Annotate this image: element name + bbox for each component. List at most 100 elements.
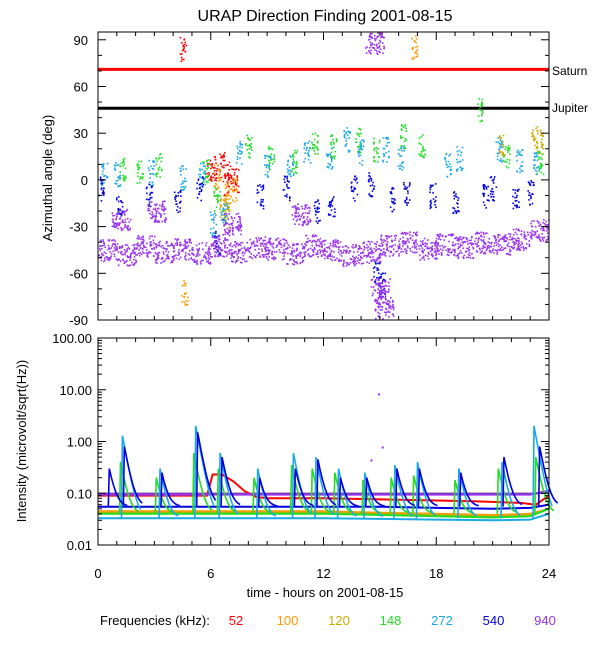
azimuth-point-52 [215, 177, 217, 180]
azimuth-point-940 [318, 240, 321, 243]
azimuth-point-940 [305, 204, 308, 206]
azimuth-point-540 [319, 219, 321, 222]
azimuth-point-940 [454, 251, 456, 254]
azimuth-point-940 [541, 236, 543, 239]
azimuth-point-940 [161, 202, 164, 205]
azimuth-point-940 [342, 265, 345, 268]
azimuth-point-940 [174, 238, 177, 240]
azimuth-point-540 [146, 192, 148, 195]
azimuth-point-940 [431, 245, 434, 247]
azimuth-point-940 [297, 243, 300, 246]
azimuth-point-940 [272, 242, 275, 245]
azimuth-point-272 [402, 166, 405, 169]
azimuth-point-940 [215, 240, 218, 243]
azimuth-point-940 [133, 264, 135, 266]
azimuth-point-148 [122, 165, 124, 167]
azimuth-point-272 [220, 219, 223, 221]
azimuth-point-940 [291, 214, 294, 216]
azimuth-point-940 [340, 259, 343, 262]
azimuth-point-940 [322, 253, 325, 256]
azimuth-point-940 [162, 209, 164, 211]
azimuth-point-148 [296, 162, 298, 165]
azimuth-point-940 [186, 242, 188, 244]
azimuth-point-272 [360, 142, 363, 145]
azimuth-point-940 [368, 46, 371, 49]
azimuth-point-540 [354, 200, 356, 202]
azimuth-point-940 [378, 46, 381, 49]
azimuth-point-100 [224, 198, 227, 200]
azimuth-point-940 [196, 248, 198, 251]
azimuth-point-940 [155, 253, 158, 256]
azimuth-point-940 [116, 246, 118, 249]
azimuth-point-940 [207, 257, 210, 259]
azimuth-point-940 [394, 237, 397, 240]
azimuth-point-940 [295, 243, 298, 246]
azimuth-point-540 [429, 188, 432, 191]
azimuth-point-540 [330, 201, 332, 204]
azimuth-point-272 [499, 139, 502, 142]
azimuth-point-100 [233, 200, 236, 203]
azimuth-point-940 [369, 243, 371, 246]
azimuth-point-940 [154, 261, 157, 264]
azimuth-point-940 [474, 240, 476, 243]
azimuth-point-100 [183, 280, 185, 282]
azimuth-point-272 [223, 219, 226, 221]
azimuth-point-272 [106, 162, 109, 165]
azimuth-point-940 [170, 242, 173, 245]
azimuth-point-940 [249, 247, 251, 250]
azimuth-point-540 [404, 201, 407, 204]
azimuth-point-940 [325, 246, 328, 249]
azimuth-point-940 [383, 291, 386, 294]
azimuth-point-940 [107, 257, 110, 259]
azimuth-point-940 [150, 241, 152, 243]
azimuth-point-52 [233, 171, 236, 174]
azimuth-point-940 [478, 237, 481, 240]
azimuth-point-940 [189, 238, 192, 241]
azimuth-point-940 [533, 234, 536, 237]
azimuth-point-940 [223, 224, 225, 227]
azimuth-point-940 [284, 242, 286, 245]
azimuth-point-940 [377, 256, 379, 259]
azimuth-point-540 [262, 205, 265, 207]
azimuth-point-148 [216, 201, 219, 204]
azimuth-point-940 [218, 235, 220, 238]
azimuth-point-940 [286, 242, 289, 244]
azimuth-point-540 [259, 184, 261, 186]
azimuth-point-272 [202, 172, 205, 174]
azimuth-point-540 [434, 183, 437, 185]
azimuth-point-540 [121, 201, 124, 204]
azimuth-point-120 [532, 134, 535, 136]
azimuth-point-540 [486, 199, 489, 201]
azimuth-point-272 [199, 176, 201, 178]
azimuth-point-272 [307, 153, 310, 155]
azimuth-point-940 [490, 245, 493, 248]
azimuth-point-148 [155, 157, 158, 160]
azimuth-point-940 [214, 237, 216, 239]
azimuth-point-540 [391, 186, 394, 189]
azimuth-point-940 [530, 222, 532, 225]
azimuth-point-272 [400, 146, 402, 149]
azimuth-point-940 [297, 203, 299, 205]
azimuth-point-940 [377, 258, 379, 261]
azimuth-point-540 [528, 199, 530, 201]
azimuth-point-940 [449, 251, 451, 254]
azimuth-point-940 [502, 238, 504, 240]
azimuth-point-100 [187, 296, 189, 299]
azimuth-point-540 [377, 272, 380, 275]
azimuth-point-940 [147, 209, 149, 212]
azimuth-point-272 [240, 150, 243, 153]
azimuth-point-540 [202, 177, 205, 180]
azimuth-point-940 [363, 241, 366, 244]
azimuth-point-540 [514, 192, 517, 194]
azimuth-point-540 [149, 197, 152, 199]
azimuth-point-540 [492, 193, 494, 196]
azimuth-point-940 [155, 204, 157, 207]
azimuth-point-940 [380, 36, 383, 38]
azimuth-point-940 [383, 289, 386, 292]
azimuth-point-940 [319, 242, 322, 245]
azimuth-point-940 [231, 230, 234, 233]
azimuth-point-940 [274, 257, 277, 259]
azimuth-point-52 [231, 168, 233, 171]
azimuth-point-120 [225, 204, 227, 206]
azimuth-point-940 [408, 241, 410, 243]
